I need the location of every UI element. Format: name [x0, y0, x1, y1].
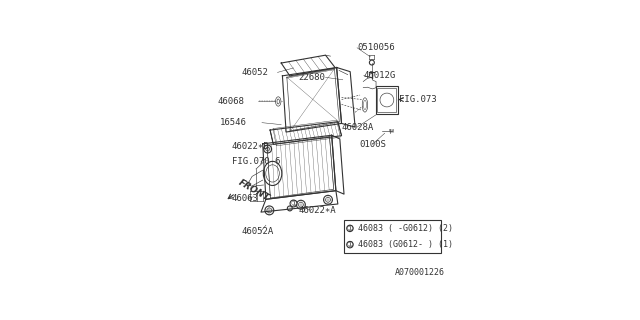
- Ellipse shape: [263, 161, 282, 186]
- Circle shape: [347, 241, 353, 248]
- Circle shape: [347, 225, 353, 232]
- Bar: [376, 86, 397, 114]
- Ellipse shape: [362, 98, 367, 112]
- Text: 16546: 16546: [220, 118, 246, 127]
- Circle shape: [290, 200, 297, 207]
- Circle shape: [266, 147, 269, 151]
- Circle shape: [380, 93, 394, 107]
- Text: 46052A: 46052A: [242, 227, 274, 236]
- Text: ①: ①: [290, 199, 297, 208]
- Circle shape: [296, 200, 305, 209]
- Text: FIG.073: FIG.073: [399, 95, 437, 104]
- Bar: [344, 220, 442, 253]
- Circle shape: [287, 206, 292, 211]
- Text: 22680: 22680: [299, 73, 326, 82]
- Circle shape: [298, 202, 303, 207]
- Text: 46022∗B: 46022∗B: [232, 142, 269, 151]
- Text: 46083 (G0612- ) (1): 46083 (G0612- ) (1): [358, 240, 453, 249]
- Circle shape: [264, 145, 271, 153]
- Text: 46068: 46068: [218, 98, 244, 107]
- Circle shape: [265, 206, 274, 215]
- Ellipse shape: [364, 100, 367, 110]
- Ellipse shape: [275, 97, 281, 106]
- Text: FRONT: FRONT: [237, 178, 271, 203]
- Text: 0510056: 0510056: [358, 43, 395, 52]
- Circle shape: [369, 60, 374, 65]
- Ellipse shape: [266, 165, 279, 182]
- Bar: [378, 88, 397, 112]
- Circle shape: [267, 208, 272, 213]
- Text: 46052: 46052: [242, 68, 269, 77]
- Text: 46083 ( -G0612) (2): 46083 ( -G0612) (2): [358, 224, 453, 233]
- Text: A070001226: A070001226: [395, 268, 445, 277]
- Text: 46063: 46063: [232, 194, 259, 203]
- Circle shape: [324, 195, 332, 204]
- Text: 46022∗A: 46022∗A: [299, 206, 337, 215]
- Circle shape: [326, 197, 330, 202]
- Text: ①: ①: [346, 240, 353, 249]
- Text: 46012G: 46012G: [364, 71, 396, 80]
- Text: FIG.070−6: FIG.070−6: [232, 157, 281, 166]
- Text: ①: ①: [346, 224, 353, 233]
- Text: 46028A: 46028A: [342, 123, 374, 132]
- Ellipse shape: [277, 99, 280, 104]
- Text: 0100S: 0100S: [360, 140, 387, 149]
